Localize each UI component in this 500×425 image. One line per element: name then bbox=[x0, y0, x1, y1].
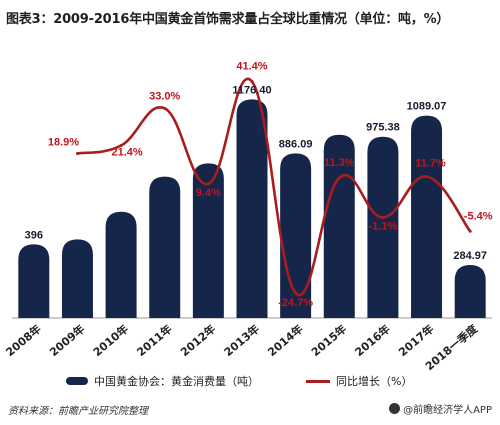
legend-item-bar: 中国黄金协会：黄金消费量（吨） bbox=[66, 373, 259, 389]
growth-point-2013年 bbox=[250, 80, 254, 84]
chart-legend: 中国黄金协会：黄金消费量（吨） 同比增长（%） bbox=[0, 373, 500, 389]
legend-line-label: 同比增长（%） bbox=[336, 375, 413, 388]
growth-point-2012年 bbox=[206, 182, 210, 186]
bar-label-2017年: 1089.07 bbox=[407, 101, 447, 113]
bar-label-2008年: 396 bbox=[25, 229, 43, 241]
x-tick-2010年: 2010年 bbox=[90, 322, 131, 359]
x-tick-2008年: 2008年 bbox=[3, 322, 44, 359]
bar-label-2013年: 1176.40 bbox=[232, 84, 271, 96]
line-label-2011年: 33.0% bbox=[149, 90, 180, 102]
brand-text: @前瞻经济学人APP bbox=[403, 405, 492, 416]
bar-2013年 bbox=[236, 99, 268, 318]
line-label-2014年: -24.7% bbox=[278, 297, 313, 309]
legend-bar-swatch bbox=[66, 377, 88, 385]
line-data-labels: 18.9% 21.4% 33.0% 9.4% 41.4% -24.7% 11.3% -1.1%… bbox=[48, 61, 493, 310]
growth-point-2010年 bbox=[119, 144, 123, 148]
source-note: 资料来源：前瞻产业研究院整理 bbox=[8, 406, 148, 417]
line-label-2010年: 21.4% bbox=[111, 147, 142, 159]
growth-point-2018一季度 bbox=[468, 229, 472, 233]
bar-label-2014年: 886.09 bbox=[279, 138, 313, 150]
x-axis-ticks: 2008年 2009年 2010年 2011年 2012年 2013年 2014年 2015年… bbox=[3, 321, 481, 370]
chart-canvas: 396 1176.40 886.09 975.38 1089.07 284.97 18.9… bbox=[3, 61, 493, 370]
x-tick-2013年: 2013年 bbox=[221, 322, 262, 359]
x-tick-2016年: 2016年 bbox=[352, 322, 393, 359]
growth-point-2015年 bbox=[337, 176, 341, 180]
brand-logo-icon bbox=[389, 403, 401, 414]
growth-line-series bbox=[75, 77, 472, 297]
line-label-2018一季度: -5.4% bbox=[464, 210, 493, 222]
bar-2018一季度 bbox=[454, 265, 486, 318]
line-label-2013年: 41.4% bbox=[236, 61, 267, 73]
x-tick-2017年: 2017年 bbox=[396, 322, 437, 359]
x-tick-2009年: 2009年 bbox=[46, 322, 87, 359]
bar-2011年 bbox=[149, 176, 181, 318]
bar-2016年 bbox=[367, 136, 399, 318]
bar-2012年 bbox=[192, 163, 224, 318]
bar-2015年 bbox=[323, 134, 355, 318]
growth-point-2016年 bbox=[381, 216, 385, 220]
bar-2008年 bbox=[18, 244, 50, 318]
legend-item-line: 同比增长（%） bbox=[306, 373, 412, 389]
growth-point-2011年 bbox=[163, 106, 167, 110]
x-tick-2014年: 2014年 bbox=[265, 322, 306, 359]
bar-2009年 bbox=[61, 239, 93, 318]
legend-line-swatch bbox=[306, 379, 330, 383]
line-label-2015年: 11.3% bbox=[324, 157, 355, 169]
growth-point-2009年 bbox=[75, 152, 79, 156]
growth-point-2014年 bbox=[294, 291, 298, 295]
brand-credit: @前瞻经济学人APP bbox=[389, 401, 492, 416]
line-label-2009年: 18.9% bbox=[48, 137, 79, 149]
x-tick-2015年: 2015年 bbox=[308, 322, 349, 359]
x-tick-2011年: 2011年 bbox=[134, 322, 175, 359]
bar-2010年 bbox=[105, 211, 137, 318]
line-label-2016年: -1.1% bbox=[369, 221, 398, 233]
growth-point-2017年 bbox=[425, 175, 429, 179]
chart-title: 图表3：2009-2016年中国黄金首饰需求量占全球比重情况（单位：吨，%） bbox=[6, 12, 450, 27]
bar-2017年 bbox=[411, 115, 443, 318]
bar-data-labels: 396 1176.40 886.09 975.38 1089.07 284.97 bbox=[25, 84, 487, 262]
line-label-2012年: 9.4% bbox=[196, 187, 221, 199]
bar-label-2018一季度: 284.97 bbox=[453, 250, 487, 262]
bar-series bbox=[18, 99, 486, 318]
x-tick-2012年: 2012年 bbox=[177, 322, 218, 359]
line-label-2017年: 11.7% bbox=[415, 158, 446, 170]
legend-bar-label: 中国黄金协会：黄金消费量（吨） bbox=[94, 375, 259, 388]
bar-label-2016年: 975.38 bbox=[366, 122, 400, 134]
growth-line bbox=[77, 77, 472, 297]
